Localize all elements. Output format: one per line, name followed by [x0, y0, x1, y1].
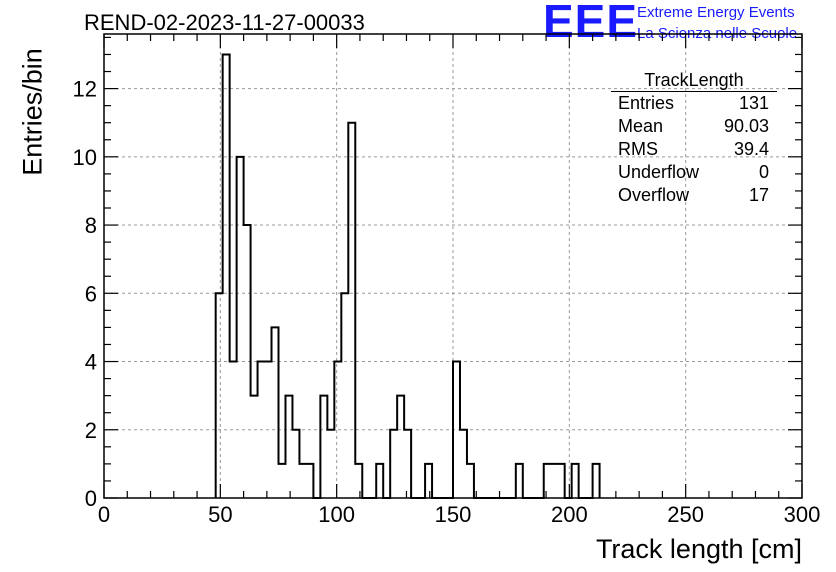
stats-row-entries: Entries 131 [611, 92, 777, 115]
chart-title: REND-02-2023-11-27-00033 [84, 10, 365, 35]
stats-value: 0 [758, 162, 769, 182]
stats-box: TrackLength Entries 131 Mean 90.03 RMS 3… [611, 70, 777, 207]
y-tick-label: 6 [85, 281, 97, 306]
stats-label: Underflow [618, 162, 700, 182]
stats-label: Overflow [618, 185, 690, 205]
stats-row-underflow: Underflow 0 [611, 161, 777, 184]
y-tick-label: 2 [85, 418, 97, 443]
stats-value: 39.4 [733, 139, 769, 159]
x-tick-label: 200 [551, 502, 588, 527]
stats-value: 90.03 [723, 116, 769, 136]
stats-row-mean: Mean 90.03 [611, 115, 777, 138]
x-tick-label: 150 [435, 502, 472, 527]
stats-label: Entries [618, 93, 675, 113]
y-tick-label: 4 [85, 350, 97, 375]
x-tick-label: 50 [208, 502, 232, 527]
tick-labels: 0 50 100 150 200 250 300 0 2 4 6 8 10 12 [73, 77, 821, 527]
y-tick-label: 0 [85, 486, 97, 511]
eee-logo: EEE [543, 0, 639, 47]
stats-label: Mean [618, 116, 664, 136]
y-tick-label: 12 [73, 77, 97, 102]
axis-ticks [103, 34, 803, 499]
stats-title: TrackLength [611, 70, 777, 92]
logo-caption-line1: Extreme Energy Events [637, 4, 795, 21]
histogram-outline [214, 53, 601, 499]
y-tick-label: 10 [73, 145, 97, 170]
stats-value: 17 [748, 185, 769, 205]
x-axis-label: Track length [cm] [595, 534, 802, 564]
y-axis-label: Entries/bin [17, 48, 48, 176]
plot-frame [103, 33, 803, 499]
stats-row-overflow: Overflow 17 [611, 184, 777, 207]
x-tick-label: 0 [98, 502, 110, 527]
x-tick-label: 100 [318, 502, 355, 527]
stats-label: RMS [618, 139, 658, 159]
stats-value: 131 [738, 93, 769, 113]
x-tick-label: 250 [667, 502, 704, 527]
x-tick-label: 300 [784, 502, 821, 527]
y-tick-label: 8 [85, 213, 97, 238]
stats-row-rms: RMS 39.4 [611, 138, 777, 161]
